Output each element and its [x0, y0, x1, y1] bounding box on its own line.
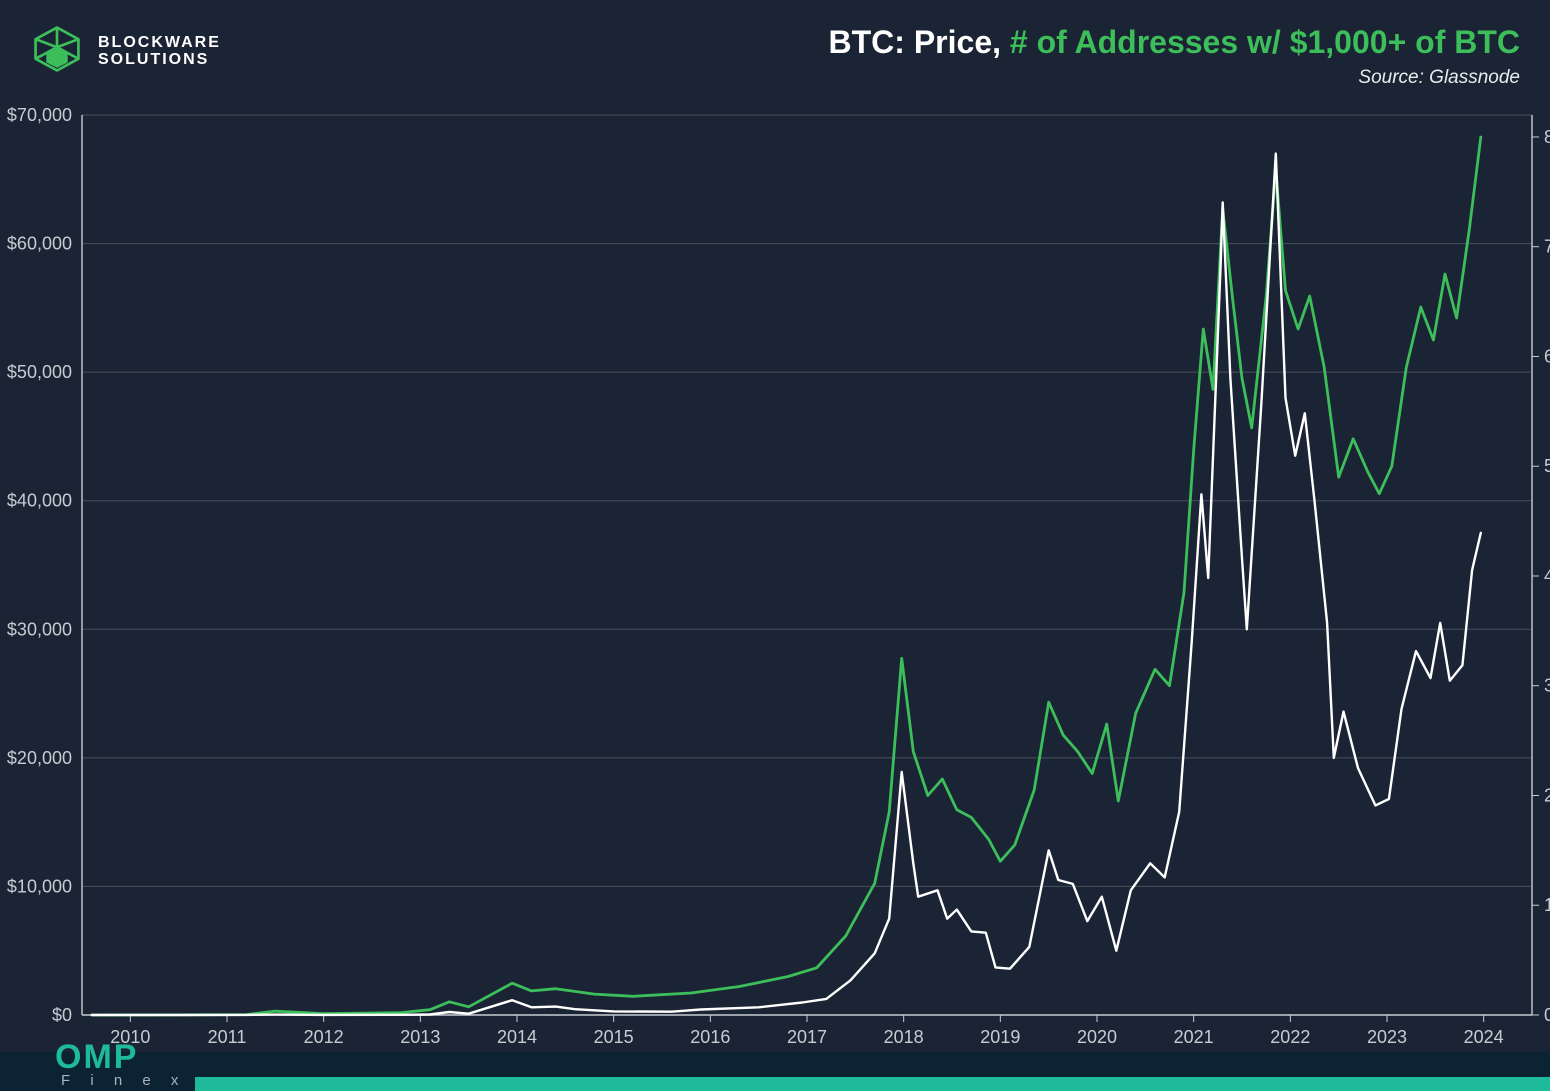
- svg-text:2015: 2015: [594, 1027, 634, 1047]
- svg-text:4M: 4M: [1544, 566, 1550, 586]
- svg-text:2016: 2016: [690, 1027, 730, 1047]
- svg-text:5M: 5M: [1544, 456, 1550, 476]
- footer-logo-sub: F i n e x: [61, 1072, 186, 1089]
- svg-text:2013: 2013: [400, 1027, 440, 1047]
- frame: BLOCKWARE SOLUTIONS BTC: Price, # of Add…: [0, 0, 1550, 1091]
- svg-text:7M: 7M: [1544, 237, 1550, 257]
- footer: OMP F i n e x: [0, 1051, 1550, 1091]
- svg-text:2M: 2M: [1544, 785, 1550, 805]
- footer-logo-main: OMP: [55, 1043, 186, 1072]
- svg-text:2011: 2011: [208, 1027, 247, 1047]
- chart-plot: $0 $10,000 $20,000 $30,000 $40,000 $50,000 $60…: [0, 0, 1550, 1052]
- svg-text:$10,000: $10,000: [7, 876, 72, 896]
- svg-text:2019: 2019: [980, 1027, 1020, 1047]
- footer-accent-bar: [195, 1077, 1550, 1091]
- svg-text:2022: 2022: [1270, 1027, 1310, 1047]
- svg-text:2012: 2012: [304, 1027, 344, 1047]
- svg-text:2024: 2024: [1464, 1027, 1504, 1047]
- svg-text:2018: 2018: [884, 1027, 924, 1047]
- svg-text:2020: 2020: [1077, 1027, 1117, 1047]
- chart-panel: BLOCKWARE SOLUTIONS BTC: Price, # of Add…: [0, 0, 1550, 1052]
- svg-text:2021: 2021: [1174, 1027, 1214, 1047]
- svg-text:$30,000: $30,000: [7, 619, 72, 639]
- svg-text:$50,000: $50,000: [7, 362, 72, 382]
- svg-text:$70,000: $70,000: [7, 105, 72, 125]
- svg-text:2014: 2014: [497, 1027, 537, 1047]
- footer-logo: OMP F i n e x: [55, 1043, 186, 1089]
- svg-text:3M: 3M: [1544, 676, 1550, 696]
- svg-text:$60,000: $60,000: [7, 234, 72, 254]
- svg-text:$20,000: $20,000: [7, 748, 72, 768]
- svg-text:$0: $0: [52, 1005, 72, 1025]
- svg-text:2023: 2023: [1367, 1027, 1407, 1047]
- svg-text:2017: 2017: [787, 1027, 827, 1047]
- svg-text:0M: 0M: [1544, 1005, 1550, 1025]
- svg-text:1M: 1M: [1544, 895, 1550, 915]
- svg-text:$40,000: $40,000: [7, 491, 72, 511]
- svg-text:8M: 8M: [1544, 127, 1550, 147]
- svg-text:6M: 6M: [1544, 346, 1550, 366]
